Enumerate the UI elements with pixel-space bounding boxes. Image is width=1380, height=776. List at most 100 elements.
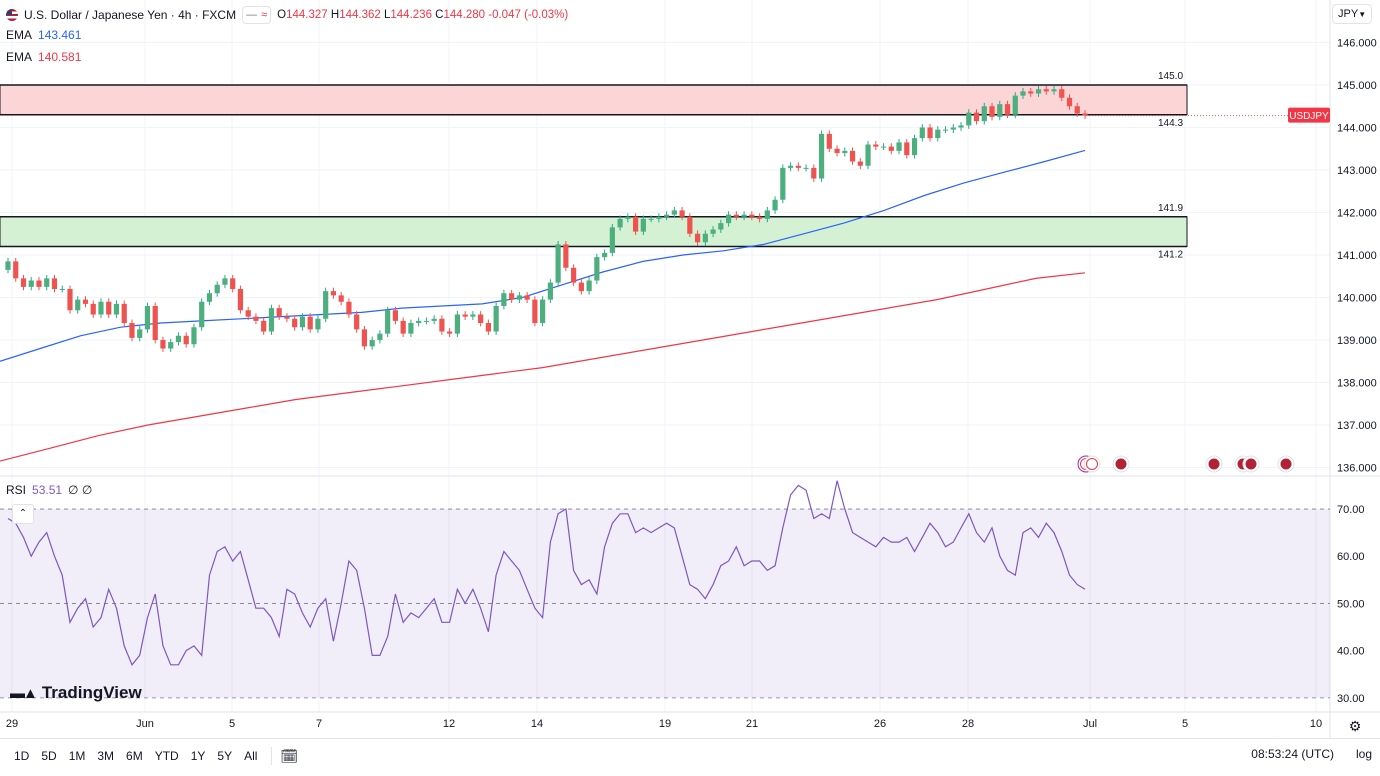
candle-down	[485, 323, 491, 332]
candle-up	[594, 257, 600, 281]
ema-lines	[0, 149, 1086, 462]
timeframe-1y[interactable]: 1Y	[190, 749, 206, 763]
candle-up	[625, 216, 631, 219]
rsi-extra: ∅ ∅	[68, 483, 93, 497]
candle-down	[756, 216, 763, 219]
candle-up	[377, 333, 383, 340]
candle-down	[346, 301, 352, 315]
candle-up	[702, 233, 708, 243]
timeframe-1m[interactable]: 1M	[68, 749, 86, 763]
candle-down	[633, 216, 639, 232]
candle-down	[82, 299, 89, 304]
candle-down	[361, 329, 368, 347]
price-axis[interactable]: 136.000 137.000 138.000 139.000 140.000 141.0…	[1288, 38, 1377, 705]
tradingview-logo[interactable]: ▬▲ TradingView	[10, 683, 142, 703]
low-value: 144.236	[390, 9, 432, 21]
currency-label: JPY	[1338, 8, 1359, 20]
timeframe-3m[interactable]: 3M	[97, 749, 115, 763]
rsi-legend[interactable]: RSI 53.51 ∅ ∅	[6, 483, 92, 497]
candle-down	[129, 323, 135, 338]
candle-up	[501, 293, 507, 306]
calendar-icon[interactable]: 🗓	[280, 747, 299, 764]
collapse-pane-button[interactable]: ⌃	[12, 504, 34, 524]
price-tick-label: 145.000	[1337, 80, 1377, 92]
time-axis[interactable]: 29 Jun 5 7 12 14 19 21 26 28 Jul 5 10 ⚙	[6, 718, 1361, 734]
rsi-tick-label: 60.00	[1337, 551, 1365, 563]
log-toggle[interactable]: log	[1355, 747, 1372, 761]
candle-up	[896, 142, 902, 151]
candle-down	[524, 295, 530, 300]
candle-down	[563, 244, 569, 268]
candle-down	[338, 295, 344, 302]
legend-pill[interactable]: — ≈	[242, 6, 272, 24]
rsi-value: 53.51	[32, 483, 63, 497]
open-value: 144.327	[286, 9, 328, 21]
rsi-label: RSI	[6, 483, 27, 497]
gear-icon[interactable]: ⚙	[1349, 718, 1362, 734]
candle-up	[323, 291, 329, 319]
timeframe-5d[interactable]: 5D	[41, 749, 57, 763]
timeframe-all[interactable]: All	[244, 749, 258, 763]
ema-fast-legend[interactable]: EMA 143.461	[6, 28, 81, 42]
candle-down	[532, 299, 538, 323]
candle-down	[392, 310, 399, 321]
candle-up	[547, 282, 553, 300]
candle-up	[966, 112, 972, 126]
candle-up	[416, 320, 422, 323]
ema-slow-legend[interactable]: EMA 140.581	[6, 50, 81, 64]
candle-down	[733, 214, 739, 217]
candle-up	[555, 244, 561, 283]
time-tick-label: 12	[443, 718, 455, 730]
candle-down	[152, 306, 158, 340]
candle-up	[44, 278, 50, 287]
rsi-tick-label: 70.00	[1337, 504, 1365, 516]
candle-down	[679, 210, 685, 217]
candle-up	[214, 284, 220, 294]
event-dot	[1245, 458, 1257, 470]
chart-canvas[interactable]: 145.0 144.3 141.9 141.2 136.000 137.000 138.0…	[0, 0, 1380, 738]
minus-icon[interactable]: —	[246, 9, 258, 21]
support-zone	[0, 216, 1188, 247]
candle-down	[106, 301, 112, 315]
candle-down	[253, 316, 259, 321]
candle-down	[571, 267, 577, 283]
candle-down	[873, 144, 879, 147]
event-dot	[1086, 458, 1098, 470]
symbol-title[interactable]: U.S. Dollar / Japanese Yen · 4h · FXCM	[24, 8, 237, 22]
candle-up	[516, 295, 522, 300]
candle-up	[718, 223, 724, 230]
candle-up	[842, 150, 848, 153]
grid-lines	[0, 0, 1380, 738]
bottom-toolbar: 1D 5D 1M 3M 6M YTD 1Y 5Y All 🗓 08:53:24 …	[0, 738, 1380, 773]
candle-up	[981, 106, 987, 122]
timeframe-6m[interactable]: 6M	[126, 749, 143, 763]
event-dot	[1115, 458, 1127, 470]
candle-down	[13, 261, 19, 279]
candle-down	[857, 161, 863, 166]
wave-icon[interactable]: ≈	[261, 9, 268, 21]
candle-down	[849, 150, 856, 162]
candle-up	[942, 129, 949, 131]
resistance-top-label: 145.0	[1158, 71, 1183, 82]
candle-down	[439, 318, 445, 332]
timeframe-ytd[interactable]: YTD	[154, 749, 179, 763]
candle-up	[671, 210, 677, 215]
candle-down	[1004, 104, 1011, 115]
time-tick-label: Jun	[136, 718, 154, 730]
candle-up	[1020, 91, 1026, 96]
timeframe-1d[interactable]: 1D	[14, 749, 30, 763]
candle-up	[997, 104, 1003, 117]
usd-flag-icon	[6, 9, 18, 21]
timeframe-5y[interactable]: 5Y	[217, 749, 233, 763]
candle-up	[725, 214, 732, 224]
candle-down	[578, 282, 584, 292]
candle-down	[276, 308, 282, 317]
currency-select[interactable]: JPY ▼	[1332, 4, 1372, 24]
candle-up	[493, 306, 499, 332]
candle-up	[408, 323, 414, 334]
event-markers[interactable]	[1077, 455, 1295, 473]
candle-up	[206, 293, 213, 302]
candle-down	[51, 278, 58, 289]
utc-clock[interactable]: 08:53:24 (UTC)	[1251, 747, 1334, 761]
